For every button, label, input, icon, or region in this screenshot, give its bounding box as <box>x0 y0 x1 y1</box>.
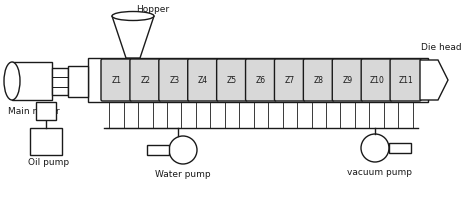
FancyBboxPatch shape <box>332 59 363 101</box>
FancyBboxPatch shape <box>101 59 132 101</box>
Text: Water pump: Water pump <box>155 170 211 179</box>
FancyBboxPatch shape <box>390 59 421 101</box>
FancyBboxPatch shape <box>361 59 392 101</box>
FancyBboxPatch shape <box>274 59 305 101</box>
Text: Z2: Z2 <box>140 75 150 85</box>
Bar <box>52 68 68 95</box>
Bar <box>30 128 62 155</box>
FancyBboxPatch shape <box>130 59 161 101</box>
Text: Oil pump: Oil pump <box>28 158 69 167</box>
Text: Z8: Z8 <box>314 75 324 85</box>
Text: Die head: Die head <box>421 43 462 52</box>
FancyBboxPatch shape <box>217 59 247 101</box>
Bar <box>68 66 88 97</box>
Polygon shape <box>420 60 448 100</box>
Bar <box>12 62 52 100</box>
Circle shape <box>169 136 197 164</box>
Ellipse shape <box>112 11 154 20</box>
FancyBboxPatch shape <box>303 59 334 101</box>
Text: Hopper: Hopper <box>137 5 170 14</box>
FancyBboxPatch shape <box>188 59 219 101</box>
Text: Z4: Z4 <box>198 75 208 85</box>
Polygon shape <box>112 16 154 58</box>
Text: Z6: Z6 <box>256 75 266 85</box>
Bar <box>147 145 169 155</box>
Text: Z5: Z5 <box>227 75 237 85</box>
Circle shape <box>361 134 389 162</box>
FancyBboxPatch shape <box>159 59 190 101</box>
Text: Main motor: Main motor <box>8 107 60 116</box>
Text: Z9: Z9 <box>343 75 353 85</box>
FancyBboxPatch shape <box>246 59 276 101</box>
Text: Z7: Z7 <box>285 75 295 85</box>
Bar <box>36 102 56 120</box>
Text: Z10: Z10 <box>369 75 384 85</box>
Text: vacuum pump: vacuum pump <box>347 168 412 177</box>
Bar <box>88 58 428 102</box>
Ellipse shape <box>4 62 20 100</box>
Text: Z11: Z11 <box>398 75 413 85</box>
Bar <box>389 143 411 153</box>
Text: Z3: Z3 <box>169 75 179 85</box>
Text: Z1: Z1 <box>111 75 121 85</box>
